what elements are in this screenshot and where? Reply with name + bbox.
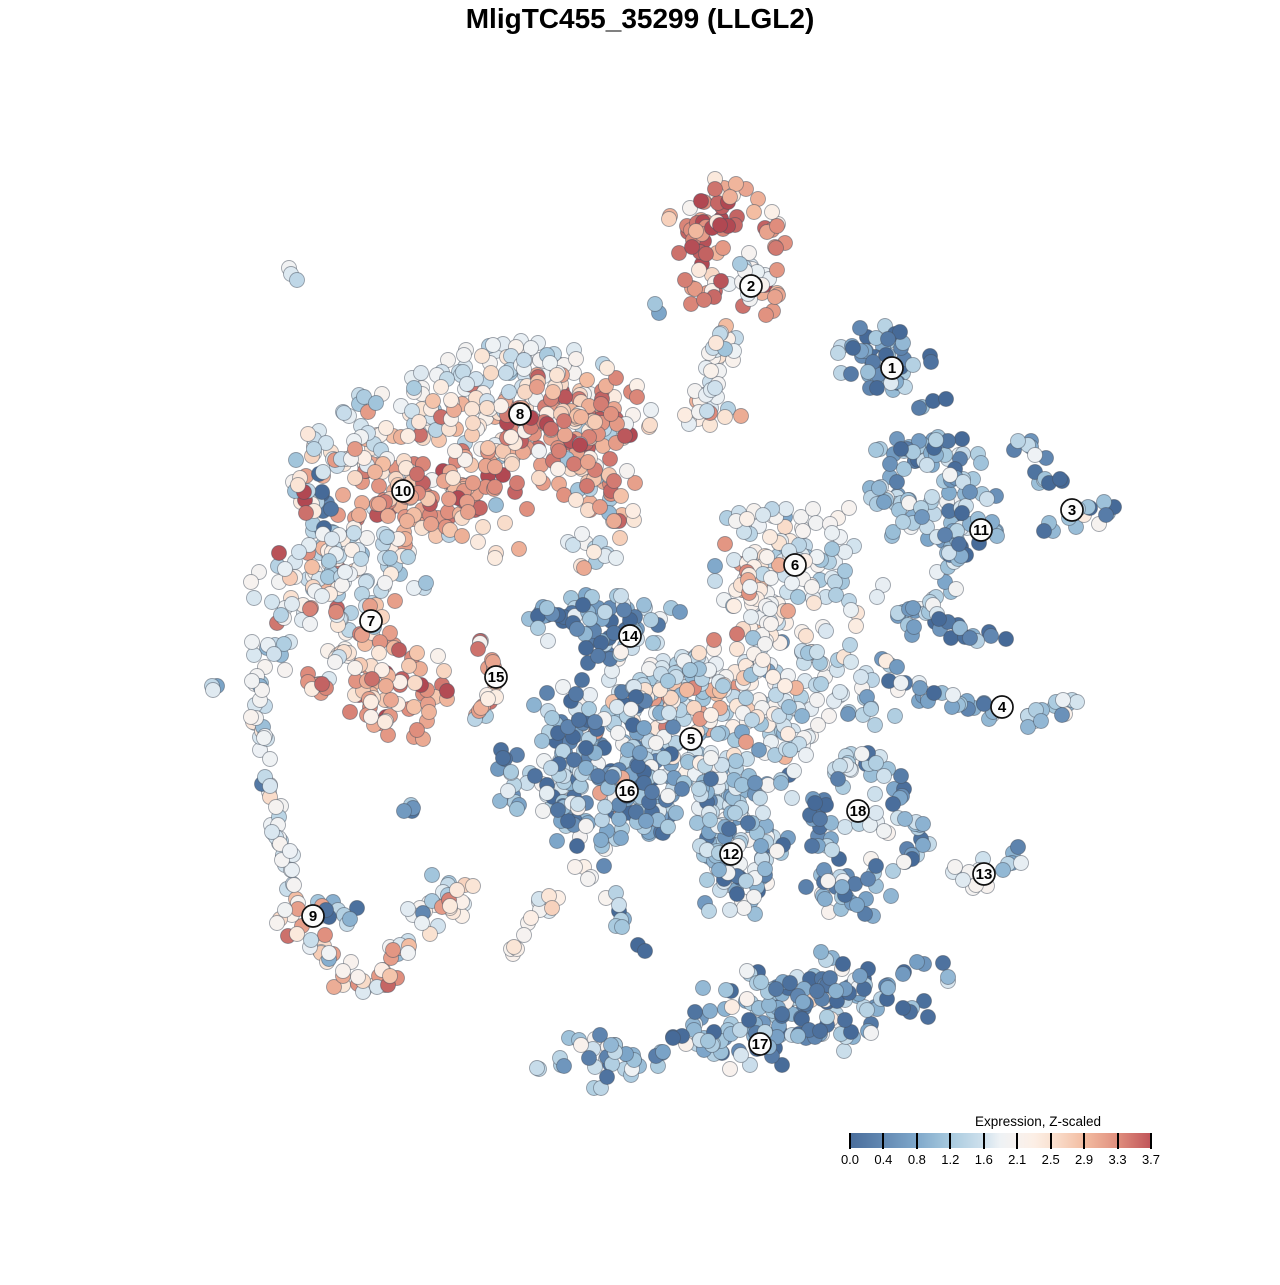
svg-text:17: 17 <box>752 1036 769 1053</box>
svg-text:8: 8 <box>516 406 524 423</box>
svg-text:9: 9 <box>309 908 317 925</box>
svg-text:16: 16 <box>619 783 636 800</box>
svg-text:5: 5 <box>687 731 695 748</box>
svg-text:7: 7 <box>367 613 375 630</box>
svg-text:4: 4 <box>998 699 1007 716</box>
svg-text:12: 12 <box>723 846 740 863</box>
svg-text:18: 18 <box>850 803 867 820</box>
svg-text:13: 13 <box>976 866 993 883</box>
svg-text:2: 2 <box>747 278 755 295</box>
svg-text:14: 14 <box>622 628 639 645</box>
svg-text:1: 1 <box>888 360 896 377</box>
svg-text:10: 10 <box>395 483 412 500</box>
svg-text:11: 11 <box>973 522 989 539</box>
svg-text:15: 15 <box>488 669 505 686</box>
svg-text:3: 3 <box>1068 502 1076 519</box>
svg-text:6: 6 <box>791 557 799 574</box>
